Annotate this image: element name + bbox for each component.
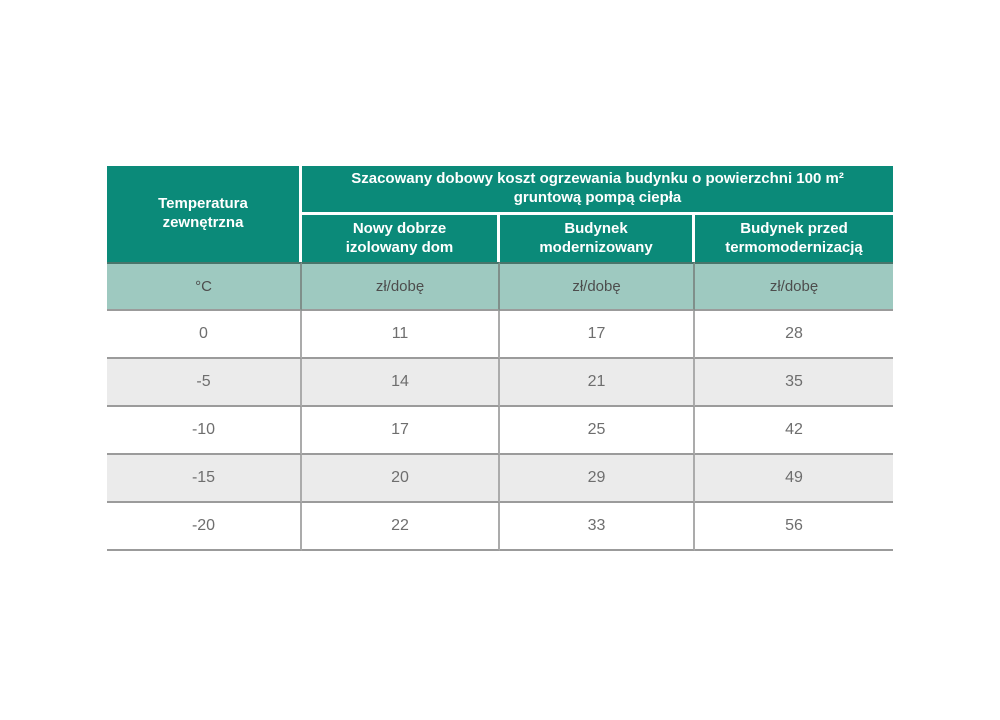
temperature-value: -15 [107,455,302,503]
unit-cell-zl-dobe: zł/dobę [500,262,695,311]
temperature-value: -10 [107,407,302,455]
temperature-value: -20 [107,503,302,551]
cost-value: 33 [500,503,695,551]
table-row: -10 17 25 42 [107,407,894,455]
cost-value: 11 [302,311,500,359]
column-header-line: termomodernizacją [725,238,863,256]
cost-value: 49 [695,455,894,503]
heating-cost-table: Temperatura zewnętrzna Szacowany dobowy … [107,166,894,551]
cost-value: 56 [695,503,894,551]
table-title: Szacowany dobowy koszt ogrzewania budynk… [302,166,894,215]
column-header-line: modernizowany [539,238,653,256]
unit-cell-zl-dobe: zł/dobę [302,262,500,311]
cost-value: 29 [500,455,695,503]
column-header-line: Budynek przed [740,219,848,237]
cost-value: 17 [302,407,500,455]
cost-value: 21 [500,359,695,407]
table-row: 0 11 17 28 [107,311,894,359]
header-row-title: Temperatura zewnętrzna Szacowany dobowy … [107,166,894,262]
temperature-value: -5 [107,359,302,407]
column-header-budynek-modernizowany: Budynek modernizowany [500,215,695,262]
cost-value: 17 [500,311,695,359]
table-title-line: gruntową pompą ciepła [513,189,682,206]
cost-value: 35 [695,359,894,407]
temperature-value: 0 [107,311,302,359]
corner-header-line: Temperatura [158,195,248,213]
column-header-budynek-przed-termomodernizacja: Budynek przed termomodernizacją [695,215,894,262]
cost-value: 22 [302,503,500,551]
cost-value: 42 [695,407,894,455]
cost-value: 28 [695,311,894,359]
header-row-columns: Nowy dobrze izolowany dom Budynek modern… [107,215,894,262]
corner-header-line: zewnętrzna [162,214,244,231]
column-header-line: Budynek [564,219,628,237]
table-row: -15 20 29 49 [107,455,894,503]
cost-value: 25 [500,407,695,455]
unit-cell-celsius: °C [107,262,302,311]
cost-value: 14 [302,359,500,407]
table-row: -5 14 21 35 [107,359,894,407]
column-header-line: Nowy dobrze [352,219,447,237]
unit-cell-zl-dobe: zł/dobę [695,262,894,311]
corner-header-temperatura: Temperatura zewnętrzna [107,166,302,262]
table-row: -20 22 33 56 [107,503,894,551]
cost-value: 20 [302,455,500,503]
unit-row: °C zł/dobę zł/dobę zł/dobę [107,262,894,311]
column-header-line: izolowany dom [345,238,454,256]
column-header-nowy-izolowany-dom: Nowy dobrze izolowany dom [302,215,500,262]
table-title-line: Szacowany dobowy koszt ogrzewania budynk… [351,170,844,188]
